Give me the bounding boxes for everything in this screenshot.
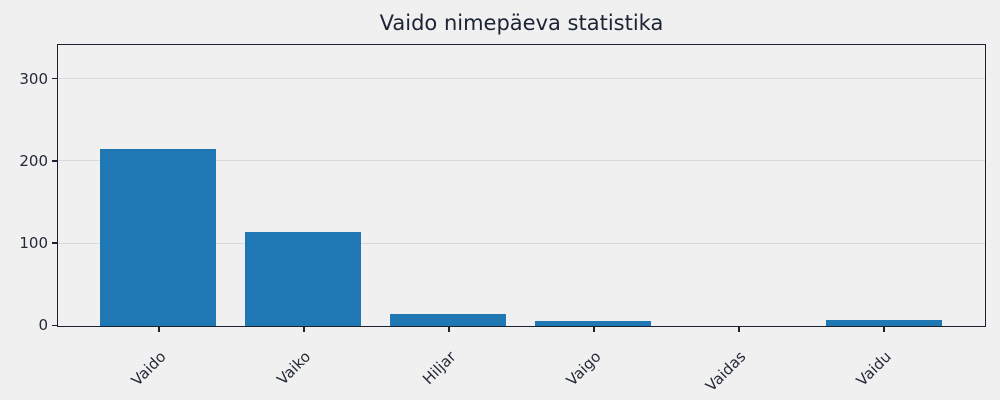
- y-tick-mark: [52, 160, 57, 162]
- bar-vaidu: [825, 320, 942, 326]
- bar-vaigo: [535, 321, 652, 326]
- bar-hiljar: [390, 313, 507, 326]
- gridline-y-300: [58, 77, 985, 79]
- x-tick-mark: [738, 327, 740, 332]
- x-tick-label-vaidu: Vaidu: [852, 347, 895, 390]
- y-tick-label: 0: [38, 316, 48, 335]
- x-tick-mark: [448, 327, 450, 332]
- y-tick-mark: [52, 324, 57, 327]
- x-tick-mark: [883, 327, 886, 332]
- gridline-y-200: [58, 160, 985, 162]
- y-tick-mark: [52, 77, 57, 80]
- y-tick-label: 100: [19, 234, 48, 253]
- x-tick-label-vaidas: Vaidas: [702, 347, 750, 396]
- bar-vaido: [100, 149, 217, 326]
- chart-title: Vaido nimepäeva statistika: [379, 11, 664, 35]
- gridline-y-100: [58, 242, 985, 244]
- y-tick-mark: [52, 242, 57, 244]
- x-tick-mark: [157, 327, 160, 332]
- x-tick-label-hiljar: Hiljar: [418, 347, 460, 389]
- x-tick-label-vaido: Vaido: [127, 347, 170, 390]
- x-tick-label-vaigo: Vaigo: [562, 347, 605, 390]
- bar-vaiko: [245, 232, 362, 326]
- x-tick-mark: [593, 327, 595, 332]
- x-tick-mark: [303, 327, 305, 332]
- y-tick-label: 300: [19, 69, 48, 88]
- plot-area: [57, 44, 986, 327]
- x-tick-label-vaiko: Vaiko: [273, 347, 315, 389]
- y-tick-label: 200: [19, 151, 48, 170]
